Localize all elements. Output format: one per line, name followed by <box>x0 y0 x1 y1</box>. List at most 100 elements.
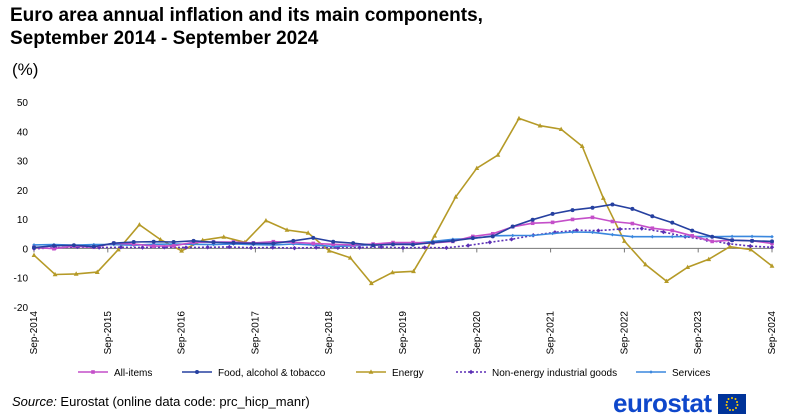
source-note: Source: Eurostat (online data code: prc_… <box>12 394 310 409</box>
data-point-energy <box>685 264 691 269</box>
data-point-food <box>650 214 655 219</box>
legend-label-services: Services <box>672 368 710 379</box>
data-point-food <box>570 208 575 213</box>
data-point-food <box>291 238 296 243</box>
data-point-non-energy <box>248 245 254 251</box>
data-point-energy <box>537 123 543 128</box>
data-point-food <box>32 245 36 250</box>
data-point-services <box>610 232 615 237</box>
title-line-2: September 2014 - September 2024 <box>10 28 319 49</box>
legend-label-non-energy: Non-energy industrial goods <box>492 368 617 379</box>
legend-marker-energy <box>368 369 374 374</box>
x-tick-label: Sep-2022 <box>619 311 630 355</box>
data-point-food <box>151 239 156 244</box>
data-point-energy <box>622 238 627 243</box>
data-point-food <box>690 228 695 233</box>
data-point-food <box>231 240 236 245</box>
data-point-food <box>410 242 415 247</box>
y-tick-label: 30 <box>17 157 29 168</box>
data-point-energy <box>579 143 585 149</box>
data-point-non-energy <box>313 245 319 250</box>
data-point-non-energy <box>726 241 731 246</box>
data-point-non-energy <box>465 243 471 248</box>
data-point-non-energy <box>205 245 210 250</box>
data-point-food <box>670 220 675 225</box>
data-point-non-energy <box>748 243 753 249</box>
data-point-all-items <box>131 242 136 246</box>
series-line-energy <box>33 117 773 285</box>
y-tick-label: -10 <box>14 274 29 285</box>
data-point-non-energy <box>422 245 427 250</box>
data-point-energy <box>474 165 480 170</box>
data-point-services <box>32 243 36 247</box>
data-point-non-energy <box>487 240 493 245</box>
data-point-services <box>550 231 555 236</box>
data-point-food <box>770 239 774 244</box>
source-label: Source: <box>12 394 57 409</box>
data-point-energy <box>390 269 395 275</box>
x-tick-label: Sep-2019 <box>398 311 409 355</box>
data-point-food <box>470 236 475 241</box>
x-tick-label: Sep-2015 <box>103 311 114 355</box>
data-point-non-energy <box>270 245 275 250</box>
data-point-energy <box>31 252 37 257</box>
data-point-food <box>311 235 316 240</box>
title-line-1: Euro area annual inflation and its main … <box>10 5 483 26</box>
data-point-food <box>251 241 256 246</box>
data-point-non-energy <box>118 245 124 250</box>
data-point-energy <box>643 261 648 267</box>
data-point-energy <box>326 248 332 253</box>
data-point-all-items <box>530 221 535 226</box>
data-point-energy <box>115 247 121 252</box>
data-point-energy <box>432 233 438 238</box>
data-point-non-energy <box>183 245 189 250</box>
data-point-energy <box>769 263 775 268</box>
data-point-food <box>510 224 515 229</box>
data-point-non-energy <box>292 245 297 251</box>
data-point-all-items <box>690 234 695 238</box>
data-point-energy <box>600 195 606 200</box>
y-tick-label: 10 <box>17 215 29 226</box>
data-point-all-items <box>331 242 335 247</box>
logo-wordmark: eurostat <box>613 388 712 418</box>
data-point-non-energy <box>617 226 623 232</box>
data-point-non-energy <box>140 245 145 250</box>
data-point-food <box>331 239 336 244</box>
data-point-all-items <box>490 231 495 236</box>
x-tick-label: Sep-2017 <box>250 311 261 355</box>
data-point-services <box>770 234 774 239</box>
eurostat-logo: eurostat <box>613 388 746 419</box>
data-point-food <box>590 205 595 210</box>
data-point-energy <box>73 271 79 276</box>
data-point-non-energy <box>661 229 666 235</box>
data-point-food <box>71 243 76 248</box>
data-point-energy <box>516 115 522 121</box>
data-point-energy <box>179 248 184 253</box>
legend-label-food: Food, alcohol & tobacco <box>218 368 326 379</box>
data-point-energy <box>411 268 416 274</box>
data-point-non-energy <box>639 226 644 231</box>
data-point-services <box>650 234 655 239</box>
data-point-services <box>590 230 595 235</box>
x-tick-label: Sep-2016 <box>177 311 188 355</box>
data-point-energy <box>221 234 227 239</box>
data-point-food <box>111 241 116 246</box>
data-point-all-items <box>311 241 316 246</box>
legend-label-all-items: All-items <box>114 368 152 379</box>
data-point-non-energy <box>379 244 384 250</box>
data-point-energy <box>495 152 501 157</box>
data-point-energy <box>368 280 374 286</box>
x-tick-label: Sep-2018 <box>324 311 335 355</box>
data-point-non-energy <box>400 245 406 251</box>
x-tick-label: Sep-2014 <box>29 311 40 355</box>
data-point-food <box>191 238 196 243</box>
data-point-food <box>430 240 435 245</box>
x-tick-label: Sep-2020 <box>472 311 483 355</box>
data-point-all-items <box>151 244 156 248</box>
data-point-non-energy <box>509 237 514 242</box>
data-point-services <box>530 233 535 238</box>
data-point-food <box>550 211 555 216</box>
data-point-all-items <box>650 226 655 231</box>
data-point-energy <box>664 278 669 284</box>
legend-label-energy: Energy <box>392 368 424 379</box>
